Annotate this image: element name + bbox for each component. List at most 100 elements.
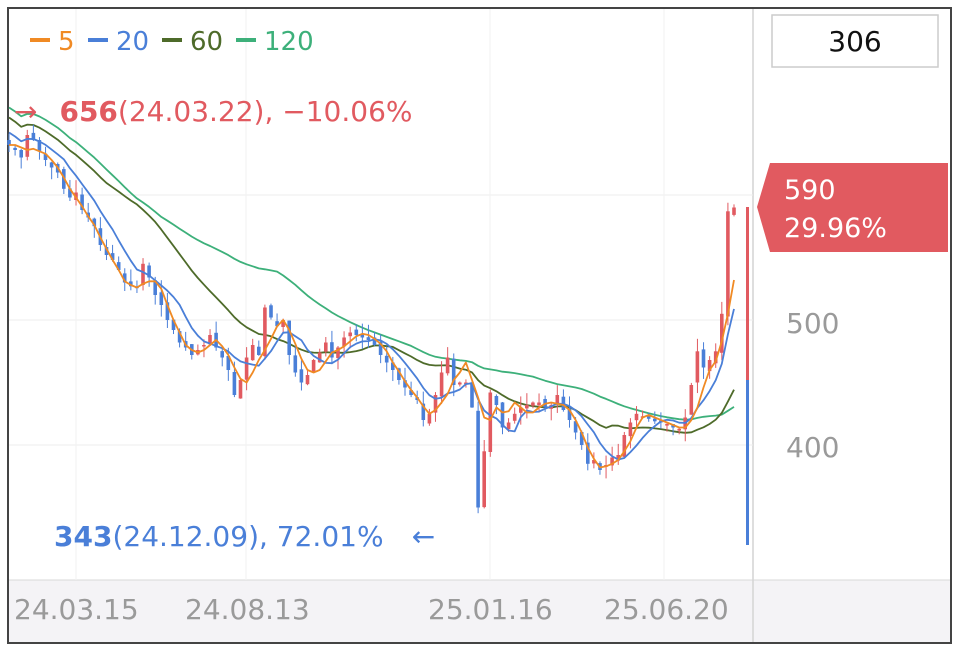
candle-body bbox=[293, 355, 298, 373]
candle-body bbox=[366, 337, 371, 340]
candle-body bbox=[220, 351, 224, 358]
candle-body bbox=[317, 352, 322, 363]
legend-swatch-60 bbox=[162, 38, 182, 42]
candle-body bbox=[153, 280, 157, 295]
high-arrow: → bbox=[14, 95, 37, 128]
candle-body bbox=[488, 392, 493, 452]
candle-body bbox=[616, 455, 620, 461]
candle-body bbox=[177, 331, 182, 343]
candle-body bbox=[384, 355, 389, 363]
legend-label-20: 20 bbox=[116, 27, 149, 57]
candle-body bbox=[579, 432, 584, 445]
x-tick-1: 24.08.13 bbox=[185, 593, 310, 626]
candle-body bbox=[519, 407, 523, 413]
x-tick-3: 25.06.20 bbox=[604, 593, 729, 626]
candle-body bbox=[378, 341, 383, 355]
high-date: (24.03.22) bbox=[118, 95, 265, 128]
low-change: , 72.01% bbox=[259, 520, 384, 553]
candle-body bbox=[287, 320, 291, 355]
high-change: , −10.06% bbox=[264, 95, 412, 128]
candle-body bbox=[208, 335, 212, 345]
candle-body bbox=[537, 402, 541, 406]
candle-body bbox=[372, 337, 377, 345]
ma60-series bbox=[8, 116, 735, 434]
legend-label-5: 5 bbox=[58, 27, 75, 57]
candle-body bbox=[257, 346, 261, 355]
ma60-line bbox=[8, 116, 735, 434]
low-date: (24.12.09) bbox=[112, 520, 259, 553]
candle-body bbox=[299, 369, 304, 383]
candle-body bbox=[244, 357, 249, 380]
candle-body bbox=[409, 390, 413, 395]
candle-body bbox=[43, 153, 48, 160]
candle-body bbox=[348, 332, 352, 337]
candle-body bbox=[232, 372, 237, 395]
candle-body bbox=[573, 421, 578, 433]
candle-body bbox=[482, 451, 486, 508]
candle-body bbox=[92, 218, 97, 227]
candle-body bbox=[330, 342, 334, 358]
ma20-line bbox=[8, 131, 735, 461]
candle-body bbox=[324, 342, 328, 352]
top-value-box bbox=[771, 14, 939, 68]
candle-body bbox=[592, 460, 596, 464]
candle-body bbox=[19, 150, 23, 158]
y-tick-500: 500 bbox=[786, 307, 839, 340]
candle-body bbox=[122, 273, 127, 283]
candle-body bbox=[628, 422, 633, 437]
candle-body bbox=[354, 329, 359, 335]
candle-body bbox=[281, 320, 285, 327]
candle-body bbox=[695, 351, 700, 383]
candle-body bbox=[238, 380, 243, 399]
candle-body bbox=[397, 368, 401, 380]
price-range-bar-up bbox=[746, 207, 749, 380]
candle-body bbox=[707, 360, 712, 372]
current-price-value: 590 bbox=[784, 175, 836, 206]
candle-body bbox=[80, 194, 84, 210]
candle-body bbox=[336, 347, 340, 359]
candle-body bbox=[49, 162, 54, 168]
low-marker-label: 343(24.12.09), 72.01% ← bbox=[54, 520, 435, 553]
candle-body bbox=[202, 345, 206, 347]
high-value: 656 bbox=[59, 95, 117, 128]
candle-body bbox=[147, 265, 151, 278]
candle-body bbox=[653, 418, 657, 422]
ma5-series bbox=[9, 144, 735, 469]
candle-body bbox=[360, 333, 365, 338]
candle-body bbox=[451, 358, 456, 385]
candle-body bbox=[31, 132, 36, 140]
candle-body bbox=[610, 457, 614, 466]
high-marker-label: → 656(24.03.22), −10.06% bbox=[14, 95, 413, 128]
legend-label-60: 60 bbox=[190, 27, 223, 57]
legend-swatch-120 bbox=[236, 38, 256, 42]
candle-body bbox=[555, 395, 560, 405]
candle-body bbox=[427, 413, 432, 424]
candle-body bbox=[701, 349, 706, 368]
price-range-bar-down bbox=[746, 380, 749, 545]
candle-body bbox=[586, 442, 590, 464]
candle-body bbox=[531, 402, 535, 406]
legend-label-120: 120 bbox=[264, 27, 314, 57]
ma120-series bbox=[8, 106, 735, 421]
candle-body bbox=[250, 345, 255, 361]
candle-body bbox=[391, 362, 395, 370]
current-price-tag: 590 29.96% bbox=[757, 163, 948, 252]
candle-body bbox=[439, 372, 444, 397]
candle-body bbox=[512, 413, 517, 421]
candle-body bbox=[506, 422, 511, 430]
candle-body bbox=[720, 313, 724, 353]
ma5-line bbox=[9, 144, 735, 469]
x-axis-band bbox=[9, 580, 950, 642]
vertical-grid-lines bbox=[75, 9, 665, 580]
candle-body bbox=[37, 140, 42, 152]
candle-body bbox=[433, 395, 438, 413]
candle-body bbox=[677, 428, 681, 431]
chart-frame bbox=[7, 7, 952, 644]
candle-body bbox=[421, 403, 426, 420]
legend-swatch-20 bbox=[88, 38, 108, 42]
legend: 5 20 60 120 bbox=[30, 27, 314, 57]
candle-body bbox=[476, 410, 480, 508]
candle-body bbox=[159, 292, 164, 305]
low-arrow: ← bbox=[412, 520, 435, 553]
candle-body bbox=[342, 337, 346, 347]
